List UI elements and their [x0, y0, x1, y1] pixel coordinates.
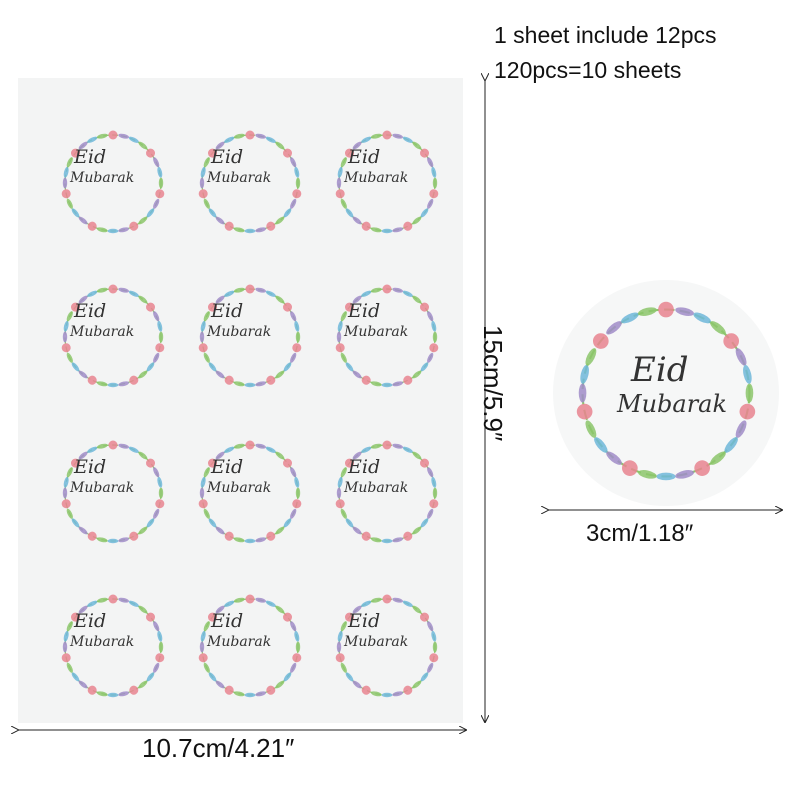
sticker-eid-text: Eid	[348, 610, 381, 632]
sticker-item: Eid Mubarak	[185, 118, 315, 248]
sticker-eid-text: Eid	[74, 456, 107, 478]
sticker-mubarak-text: Mubarak	[207, 634, 272, 650]
floral-wreath-icon	[198, 130, 302, 234]
floral-wreath-icon	[335, 594, 439, 698]
sticker-sheet	[18, 78, 463, 723]
sticker-item: Eid Mubarak	[48, 582, 178, 712]
sticker-eid-text: Eid	[211, 456, 244, 478]
sticker-eid-text: Eid	[211, 146, 244, 168]
sticker-mubarak-text: Mubarak	[344, 634, 409, 650]
floral-wreath-icon	[198, 284, 302, 388]
sticker-item: Eid Mubarak	[322, 272, 452, 402]
sticker-closeup: Eid Mubarak	[553, 280, 779, 506]
sticker-eid-text: Eid	[211, 300, 244, 322]
sticker-eid-text: Eid	[631, 350, 689, 390]
floral-wreath-icon	[198, 440, 302, 544]
sticker-mubarak-text: Mubarak	[70, 324, 135, 340]
sticker-mubarak-text: Mubarak	[70, 480, 135, 496]
floral-wreath-icon	[61, 130, 165, 234]
sticker-mubarak-text: Mubarak	[207, 170, 272, 186]
sticker-mubarak-text: Mubarak	[344, 324, 409, 340]
floral-wreath-icon	[61, 440, 165, 544]
floral-wreath-icon	[335, 440, 439, 544]
sticker-item: Eid Mubarak	[48, 272, 178, 402]
sticker-mubarak-text: Mubarak	[617, 390, 728, 418]
note-pack-count: 120pcs=10 sheets	[494, 57, 682, 83]
floral-wreath-icon	[61, 284, 165, 388]
sticker-mubarak-text: Mubarak	[207, 480, 272, 496]
sticker-mubarak-text: Mubarak	[70, 634, 135, 650]
sticker-size-label: 3cm/1.18″	[586, 520, 694, 547]
sticker-mubarak-text: Mubarak	[207, 324, 272, 340]
sticker-item: Eid Mubarak	[48, 428, 178, 558]
sticker-item: Eid Mubarak	[185, 428, 315, 558]
height-label: 15cm/5.9″	[478, 325, 508, 442]
sticker-eid-text: Eid	[348, 300, 381, 322]
floral-wreath-icon	[335, 284, 439, 388]
sticker-item: Eid Mubarak	[322, 428, 452, 558]
note-sheet-count: 1 sheet include 12pcs	[494, 22, 717, 48]
floral-wreath-icon	[576, 301, 756, 481]
sticker-mubarak-text: Mubarak	[344, 480, 409, 496]
sticker-mubarak-text: Mubarak	[70, 170, 135, 186]
sticker-item: Eid Mubarak	[185, 272, 315, 402]
sticker-eid-text: Eid	[348, 456, 381, 478]
sticker-item: Eid Mubarak	[322, 582, 452, 712]
sticker-item: Eid Mubarak	[322, 118, 452, 248]
sticker-eid-text: Eid	[74, 300, 107, 322]
sticker-item: Eid Mubarak	[48, 118, 178, 248]
sticker-item: Eid Mubarak	[185, 582, 315, 712]
sticker-eid-text: Eid	[348, 146, 381, 168]
sticker-mubarak-text: Mubarak	[344, 170, 409, 186]
floral-wreath-icon	[335, 130, 439, 234]
width-label: 10.7cm/4.21″	[142, 733, 295, 763]
floral-wreath-icon	[61, 594, 165, 698]
floral-wreath-icon	[198, 594, 302, 698]
sticker-eid-text: Eid	[211, 610, 244, 632]
sticker-eid-text: Eid	[74, 146, 107, 168]
sticker-eid-text: Eid	[74, 610, 107, 632]
